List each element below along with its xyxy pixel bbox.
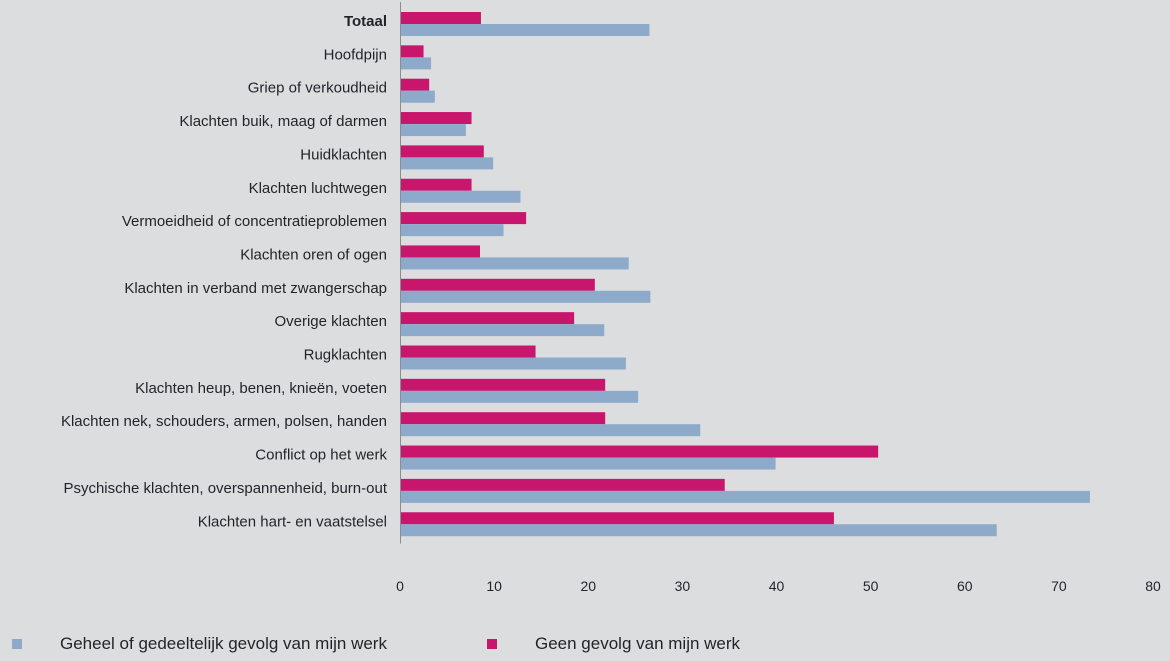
x-tick-label-50: 50 [863, 578, 879, 594]
bar-work-related-rugklachten [400, 357, 626, 370]
category-label-vermoeidheid-of-concentratieproblemen: Vermoeidheid of concentratieproblemen [122, 213, 387, 230]
bar-work-related-griep-of-verkoudheid [400, 90, 435, 103]
x-tick-label-0: 0 [396, 578, 404, 594]
bar-not-work-related-klachten-heup-benen-knieen-voeten [400, 378, 606, 391]
bar-work-related-klachten-in-verband-met-zwangerschap [400, 290, 651, 303]
bar-not-work-related-klachten-oren-of-ogen [400, 245, 481, 258]
bar-not-work-related-klachten-nek-schouders-armen-polsen-handen [400, 412, 606, 425]
category-label-klachten-in-verband-met-zwangerschap: Klachten in verband met zwangerschap [124, 280, 387, 297]
bar-work-related-klachten-nek-schouders-armen-polsen-handen [400, 424, 701, 437]
bar-work-related-vermoeidheid-of-concentratieproblemen [400, 224, 504, 237]
bar-not-work-related-overige-klachten [400, 312, 575, 325]
legend-swatch-work-related [12, 639, 22, 649]
bar-work-related-overige-klachten [400, 324, 605, 337]
x-tick-label-70: 70 [1051, 578, 1067, 594]
bars-layer [400, 12, 1090, 537]
category-label-totaal: Totaal [344, 13, 387, 30]
bar-work-related-hoofdpijn [400, 57, 432, 70]
x-tick-label-60: 60 [957, 578, 973, 594]
x-axis-ticks: 0 10 20 30 40 50 60 70 80 [396, 578, 1161, 594]
category-labels: Totaal Hoofdpijn Griep of verkoudheid Klach… [61, 13, 388, 530]
bar-not-work-related-griep-of-verkoudheid [400, 78, 430, 91]
category-label-huidklachten: Huidklachten [300, 146, 387, 163]
bar-work-related-klachten-heup-benen-knieen-voeten [400, 390, 639, 403]
bar-not-work-related-klachten-luchtwegen [400, 178, 472, 191]
legend-item-not-work-related: Geen gevolg van mijn werk [487, 634, 740, 654]
bar-work-related-totaal [400, 24, 650, 36]
category-label-klachten-oren-of-ogen: Klachten oren of ogen [240, 246, 387, 263]
bar-not-work-related-psychische-klachten-overspannenheid-burn-out [400, 478, 725, 491]
bar-work-related-klachten-hart-en-vaatstelsel [400, 524, 997, 537]
x-tick-label-30: 30 [675, 578, 691, 594]
bar-not-work-related-huidklachten [400, 145, 484, 158]
legend-label-not-work-related: Geen gevolg van mijn werk [535, 634, 741, 653]
legend: Geheel of gedeeltelijk gevolg van mijn w… [0, 634, 1170, 658]
category-label-klachten-buik-maag-of-darmen: Klachten buik, maag of darmen [179, 113, 387, 130]
legend-swatch-not-work-related [487, 639, 497, 649]
bar-not-work-related-conflict-op-het-werk [400, 445, 879, 458]
bar-work-related-huidklachten [400, 157, 494, 170]
x-tick-label-80: 80 [1145, 578, 1161, 594]
x-tick-label-10: 10 [486, 578, 502, 594]
bar-work-related-klachten-oren-of-ogen [400, 257, 629, 270]
bar-not-work-related-totaal [400, 12, 481, 24]
bar-work-related-conflict-op-het-werk [400, 457, 776, 470]
bar-not-work-related-klachten-hart-en-vaatstelsel [400, 512, 834, 525]
bar-not-work-related-hoofdpijn [400, 45, 424, 58]
bar-chart-svg: Totaal Hoofdpijn Griep of verkoudheid Klach… [61, 2, 1161, 594]
category-label-psychische-klachten-overspannenheid-burn-out: Psychische klachten, overspannenheid, bu… [63, 480, 387, 497]
category-label-klachten-luchtwegen: Klachten luchtwegen [249, 180, 387, 197]
bar-not-work-related-klachten-buik-maag-of-darmen [400, 112, 472, 125]
category-label-klachten-hart-en-vaatstelsel: Klachten hart- en vaatstelsel [198, 513, 387, 530]
category-label-conflict-op-het-werk: Conflict op het werk [255, 447, 387, 464]
bar-work-related-klachten-buik-maag-of-darmen [400, 124, 466, 137]
category-label-overige-klachten: Overige klachten [274, 313, 387, 330]
bar-not-work-related-vermoeidheid-of-concentratieproblemen [400, 212, 527, 225]
legend-label-work-related: Geheel of gedeeltelijk gevolg van mijn w… [60, 634, 387, 653]
bar-not-work-related-rugklachten [400, 345, 536, 358]
legend-item-work-related: Geheel of gedeeltelijk gevolg van mijn w… [12, 634, 387, 654]
bar-not-work-related-klachten-in-verband-met-zwangerschap [400, 278, 595, 291]
x-tick-label-20: 20 [580, 578, 596, 594]
category-label-klachten-heup-benen-knieen-voeten: Klachten heup, benen, knieën, voeten [135, 380, 387, 397]
x-tick-label-40: 40 [769, 578, 785, 594]
bar-work-related-psychische-klachten-overspannenheid-burn-out [400, 490, 1090, 503]
category-label-griep-of-verkoudheid: Griep of verkoudheid [248, 80, 387, 97]
category-label-hoofdpijn: Hoofdpijn [324, 46, 387, 63]
category-label-klachten-nek-schouders-armen-polsen-handen: Klachten nek, schouders, armen, polsen, … [61, 413, 387, 430]
bar-work-related-klachten-luchtwegen [400, 190, 521, 203]
category-label-rugklachten: Rugklachten [304, 347, 387, 364]
